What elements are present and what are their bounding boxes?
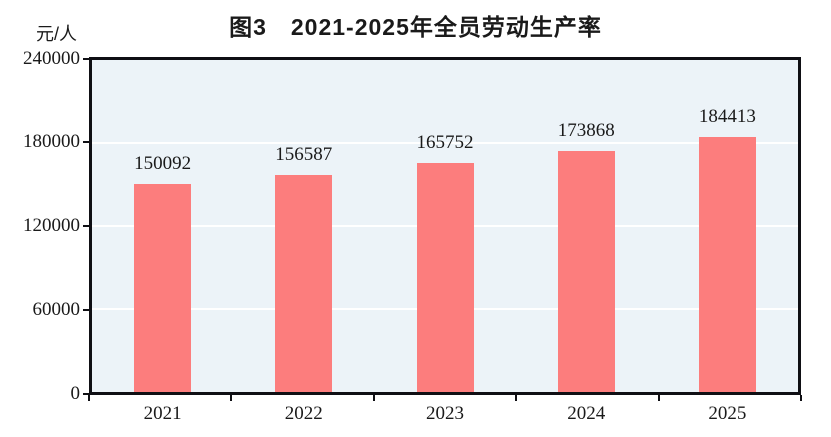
x-axis-tick-mark-2	[372, 395, 375, 401]
y-axis-tick-label-0: 0	[70, 382, 81, 404]
plot-area: 150092 156587 165752 173868 184413	[89, 57, 801, 395]
bar-value-label-2023: 165752	[416, 131, 474, 153]
y-axis-tick-label-180000: 180000	[23, 131, 80, 153]
x-axis-tick-mark-4	[657, 395, 660, 401]
gridline-180000	[92, 142, 798, 144]
x-axis-category-label-2024: 2024	[567, 403, 606, 424]
y-axis-tick-label-60000: 60000	[32, 298, 81, 320]
bar-2025	[698, 136, 756, 392]
x-axis-tick-mark-1	[230, 395, 233, 401]
bar-2023	[416, 162, 474, 392]
y-axis-tick-label-240000: 240000	[23, 47, 80, 69]
y-axis-tick-label-120000: 120000	[23, 215, 80, 236]
bar-value-label-2025: 184413	[698, 105, 756, 127]
y-axis-unit-label: 元/人	[35, 24, 77, 44]
x-axis-tick-mark-0	[88, 395, 90, 401]
x-axis-category-label-2021: 2021	[143, 403, 182, 424]
x-axis-tick-mark-3	[515, 395, 518, 401]
bar-2022	[275, 175, 333, 392]
bar-value-label-2022: 156587	[275, 144, 333, 166]
chart-title: 图3 2021-2025年全员劳动生产率	[229, 14, 602, 40]
bar-value-label-2024: 173868	[557, 120, 615, 142]
bar-2024	[557, 151, 615, 392]
x-axis-category-label-2022: 2022	[284, 403, 323, 424]
plot-inner: 150092 156587 165752 173868 184413	[92, 60, 798, 392]
bar-value-label-2021: 150092	[134, 153, 192, 175]
bar-2021	[134, 184, 192, 392]
x-axis-category-label-2023: 2023	[426, 403, 464, 424]
x-axis-tick-mark-5	[800, 395, 802, 401]
x-axis-category-label-2025: 2025	[708, 403, 747, 424]
